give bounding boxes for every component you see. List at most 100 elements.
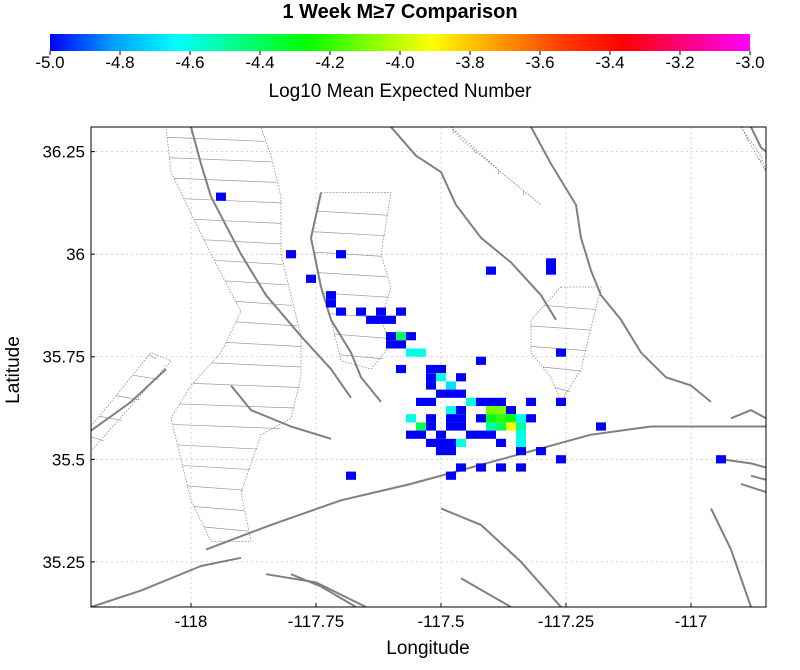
rate-cell bbox=[446, 414, 456, 423]
fault-trace bbox=[265, 573, 367, 607]
rate-cell bbox=[446, 447, 456, 456]
fault-zone-rung bbox=[167, 136, 265, 142]
colorbar bbox=[50, 34, 750, 51]
rate-cell bbox=[326, 291, 336, 300]
rate-cell bbox=[486, 406, 496, 415]
rate-cell bbox=[456, 422, 466, 431]
x-axis-ticks: -118 -117.75 -117.5 -117.25 -117 bbox=[175, 603, 707, 631]
y-tick-label: 35.5 bbox=[52, 450, 85, 469]
y-tick-label: 36.25 bbox=[42, 143, 85, 162]
fault-zone-rung bbox=[316, 210, 389, 216]
rate-cell bbox=[436, 438, 446, 447]
x-tick-label: -117.5 bbox=[418, 612, 465, 631]
rate-cell bbox=[516, 422, 526, 431]
rate-cell bbox=[426, 438, 436, 447]
rate-cell bbox=[436, 430, 446, 439]
rate-cell bbox=[396, 332, 406, 341]
fault-traces bbox=[91, 127, 766, 607]
fault-trace bbox=[710, 508, 752, 607]
map-title: 1 Week M≥7 Comparison bbox=[282, 1, 517, 23]
fault-zone-rung bbox=[187, 485, 244, 491]
fault-zone-rung bbox=[334, 333, 387, 339]
colorbar-tick-label: -3.0 bbox=[735, 53, 764, 72]
rate-cell bbox=[396, 364, 406, 374]
fault-trace bbox=[190, 127, 352, 399]
rate-cell bbox=[496, 438, 506, 447]
rate-cell bbox=[466, 397, 476, 406]
rate-cell bbox=[406, 430, 416, 439]
fault-trace bbox=[720, 458, 766, 469]
rate-cell bbox=[446, 471, 456, 480]
fault-zone-outline bbox=[450, 127, 542, 206]
rate-cell bbox=[436, 389, 446, 398]
rate-cell bbox=[436, 447, 446, 456]
rate-cell bbox=[386, 340, 396, 349]
fault-zone-rung bbox=[530, 325, 592, 331]
rate-cell bbox=[476, 463, 486, 472]
fault-zone-rung bbox=[339, 354, 383, 360]
fault-trace bbox=[91, 368, 167, 432]
y-tick-label: 35.25 bbox=[42, 553, 85, 572]
rate-cell bbox=[506, 422, 516, 431]
x-axis-label: Longitude bbox=[386, 638, 469, 659]
fault-zone-rung bbox=[193, 506, 244, 511]
rate-cell bbox=[516, 463, 526, 472]
fault-zone-rung bbox=[177, 444, 258, 450]
rate-cell bbox=[466, 430, 476, 439]
rate-cell bbox=[556, 455, 566, 464]
fault-zone-rung bbox=[203, 526, 249, 532]
fault-zone-rung bbox=[182, 465, 251, 470]
colorbar-tick-label: -4.4 bbox=[245, 53, 274, 72]
fault-trace bbox=[530, 127, 712, 403]
rate-cell bbox=[506, 414, 516, 423]
rate-cell bbox=[346, 471, 356, 480]
fault-trace bbox=[440, 507, 562, 607]
rate-cell bbox=[716, 455, 726, 464]
rate-cell bbox=[516, 447, 526, 456]
fault-trace bbox=[740, 482, 766, 494]
rate-cell bbox=[416, 430, 426, 439]
fault-zone-rung bbox=[312, 231, 385, 237]
fault-zone-rung bbox=[313, 251, 382, 257]
fault-zone-rung bbox=[235, 301, 293, 306]
rate-cell bbox=[286, 250, 296, 259]
rate-cell bbox=[496, 422, 506, 431]
rate-cell bbox=[486, 397, 496, 406]
rate-cell bbox=[416, 397, 426, 406]
rate-cell bbox=[446, 381, 456, 390]
fault-zone-rung bbox=[99, 415, 122, 421]
fault-zone-rung bbox=[115, 395, 141, 401]
rate-cell bbox=[526, 414, 536, 423]
x-tick-label: -117.75 bbox=[288, 612, 344, 631]
rate-cell bbox=[456, 414, 466, 423]
rate-cell bbox=[416, 348, 426, 357]
fault-zone-rung bbox=[203, 239, 282, 245]
fault-zone-rung bbox=[183, 198, 282, 204]
plot-frame bbox=[90, 126, 767, 608]
rate-cell bbox=[386, 332, 396, 341]
rate-cell bbox=[436, 373, 446, 382]
rate-cell bbox=[446, 406, 456, 415]
rate-cell bbox=[456, 373, 466, 382]
rate-cell bbox=[516, 438, 526, 447]
fault-trace bbox=[750, 127, 766, 153]
colorbar-tick-label: -3.2 bbox=[665, 53, 694, 72]
rate-cell bbox=[496, 463, 506, 472]
rate-cell bbox=[366, 315, 376, 324]
rate-cell bbox=[486, 430, 496, 439]
rate-cell bbox=[516, 430, 526, 439]
fault-trace bbox=[750, 474, 766, 481]
fault-zone-rung bbox=[192, 383, 300, 388]
rate-cell bbox=[416, 422, 426, 431]
rate-cell bbox=[496, 406, 506, 415]
rate-cell bbox=[406, 414, 416, 423]
fault-zone-outline bbox=[530, 286, 602, 403]
fault-zone-rung bbox=[224, 280, 288, 286]
fault-zone-rung bbox=[91, 436, 104, 442]
fault-zone-rung bbox=[555, 387, 570, 392]
rate-cell bbox=[426, 422, 436, 431]
fault-zone-rung bbox=[149, 354, 157, 360]
colorbar-tick-label: -4.8 bbox=[105, 53, 134, 72]
fault-trace bbox=[460, 577, 512, 607]
